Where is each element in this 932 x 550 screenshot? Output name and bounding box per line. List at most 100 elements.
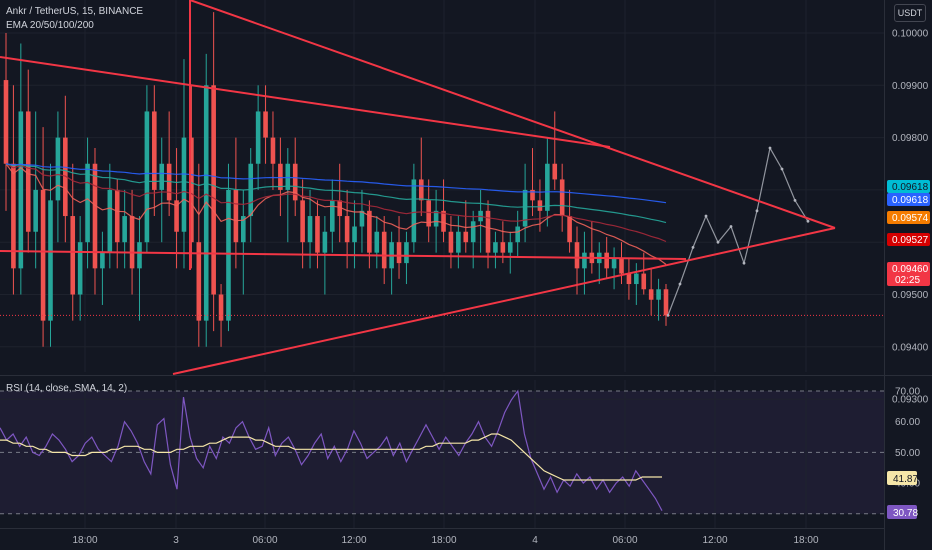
price-label-box xyxy=(887,180,930,193)
candle-body xyxy=(307,216,313,243)
rsi-legend[interactable]: RSI (14, close, SMA, 14, 2) xyxy=(6,383,128,394)
ema50-line xyxy=(5,163,667,243)
candle-body xyxy=(418,179,424,201)
rsi-tick-label: 60.00 xyxy=(895,417,920,428)
candle-body xyxy=(626,273,632,285)
time-tick-label: 12:00 xyxy=(702,535,727,546)
time-tick-label: 3 xyxy=(173,535,179,546)
candle-body xyxy=(470,221,476,243)
candle-body xyxy=(582,252,587,269)
candle-body xyxy=(374,231,380,253)
candle-body xyxy=(656,289,661,300)
candle-body xyxy=(33,189,38,232)
candle-body xyxy=(322,231,328,253)
candle-body xyxy=(634,273,639,285)
rsi-line xyxy=(0,389,663,511)
projection-point xyxy=(704,214,708,218)
candle-body xyxy=(448,231,454,253)
rsi-value-box xyxy=(887,505,917,519)
candles-group xyxy=(3,12,669,347)
symbol-title[interactable]: Ankr / TetherUS, 15, BINANCE xyxy=(6,6,144,17)
price-label: 0.09527 xyxy=(892,235,929,246)
price-label-box xyxy=(887,262,930,286)
candle-body xyxy=(152,111,157,190)
candle-body xyxy=(530,189,535,201)
candle-body xyxy=(648,289,654,300)
candle-body xyxy=(189,137,194,243)
candle-body xyxy=(85,163,90,243)
price-label-box xyxy=(887,193,930,206)
candle-body xyxy=(211,85,216,295)
candle-body xyxy=(404,242,409,264)
projection-point xyxy=(806,219,810,223)
trendline xyxy=(189,0,836,229)
candle-body xyxy=(456,231,461,253)
candle-body xyxy=(114,189,120,243)
projection-point xyxy=(691,246,695,249)
time-tick-label: 18:00 xyxy=(431,535,456,546)
candle-body xyxy=(315,216,320,253)
candle-body xyxy=(396,242,402,264)
candle-body xyxy=(567,216,572,243)
price-tick-label: 0.09800 xyxy=(892,133,929,144)
candle-body xyxy=(55,137,61,201)
candle-body xyxy=(137,242,142,269)
candle-body xyxy=(441,210,446,232)
rsi-value-box xyxy=(887,471,917,485)
time-tick-label: 4 xyxy=(532,535,538,546)
candle-body xyxy=(663,289,669,316)
candle-body xyxy=(233,189,239,243)
candle-body xyxy=(48,200,53,321)
candle-body xyxy=(574,242,580,269)
candle-body xyxy=(196,242,202,321)
projection-point xyxy=(742,261,746,265)
rsi-value-label: 30.78 xyxy=(893,508,918,519)
candle-body xyxy=(329,200,335,232)
price-tick-label: 0.09500 xyxy=(892,290,929,301)
price-label: 0.09618 xyxy=(892,182,929,193)
candle-body xyxy=(552,163,558,180)
candle-body xyxy=(285,163,291,190)
candle-body xyxy=(352,226,357,243)
time-tick-label: 12:00 xyxy=(341,535,366,546)
candle-body xyxy=(537,200,543,211)
candle-body xyxy=(181,137,187,232)
time-tick-label: 06:00 xyxy=(612,535,637,546)
rsi-tick-label: 70.00 xyxy=(895,387,920,398)
projection-point xyxy=(678,282,682,286)
currency-button[interactable]: USDT xyxy=(894,4,926,22)
candle-body xyxy=(522,189,528,227)
candle-body xyxy=(144,111,150,243)
price-label-box xyxy=(887,211,930,224)
candle-body xyxy=(500,242,506,253)
candle-body xyxy=(619,257,624,274)
candle-body xyxy=(559,179,565,217)
trendline xyxy=(0,250,687,260)
time-tick-label: 18:00 xyxy=(793,535,818,546)
candle-body xyxy=(40,189,46,321)
price-label-box xyxy=(887,233,930,246)
candle-body xyxy=(545,163,550,211)
price-tick-label: 0.09900 xyxy=(892,81,929,92)
projection-point xyxy=(729,225,733,228)
candle-body xyxy=(292,163,298,201)
candle-body xyxy=(263,111,268,138)
projection-point xyxy=(768,146,772,150)
candle-body xyxy=(270,137,276,164)
candle-body xyxy=(278,163,283,190)
candle-body xyxy=(77,242,83,295)
projection-point xyxy=(780,167,784,171)
price-label: 0.09574 xyxy=(892,213,929,224)
candle-body xyxy=(255,111,261,164)
projection-point xyxy=(755,209,759,213)
ema-legend[interactable]: EMA 20/50/100/200 xyxy=(6,20,94,31)
projection-path xyxy=(667,146,809,316)
candle-body xyxy=(70,216,76,295)
candle-body xyxy=(226,189,231,321)
candle-body xyxy=(300,200,305,243)
candle-body xyxy=(129,216,135,269)
ema100-line xyxy=(5,163,667,224)
time-tick-label: 06:00 xyxy=(252,535,277,546)
